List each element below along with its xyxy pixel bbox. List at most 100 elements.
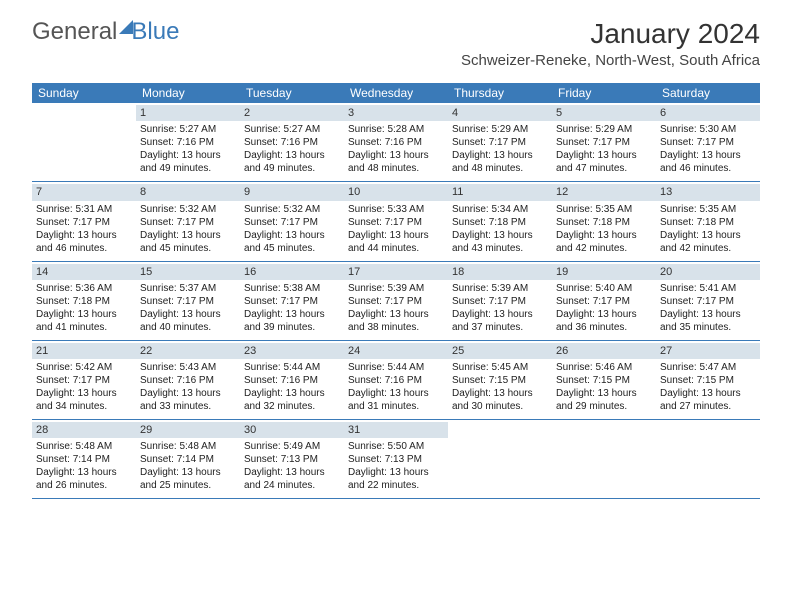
daylight-text: Daylight: 13 hours and 40 minutes. [140, 308, 236, 334]
sunset-text: Sunset: 7:13 PM [348, 453, 444, 466]
day-cell [32, 103, 136, 181]
sunset-text: Sunset: 7:17 PM [36, 374, 132, 387]
sunset-text: Sunset: 7:15 PM [556, 374, 652, 387]
daylight-text: Daylight: 13 hours and 48 minutes. [452, 149, 548, 175]
day-cell: 7Sunrise: 5:31 AMSunset: 7:17 PMDaylight… [32, 182, 136, 260]
sunset-text: Sunset: 7:17 PM [452, 136, 548, 149]
daylight-text: Daylight: 13 hours and 35 minutes. [660, 308, 756, 334]
daylight-text: Daylight: 13 hours and 24 minutes. [244, 466, 340, 492]
sunrise-text: Sunrise: 5:42 AM [36, 361, 132, 374]
date-number: 2 [240, 105, 344, 121]
daylight-text: Daylight: 13 hours and 26 minutes. [36, 466, 132, 492]
date-number: 11 [448, 184, 552, 200]
daylight-text: Daylight: 13 hours and 31 minutes. [348, 387, 444, 413]
sunrise-text: Sunrise: 5:36 AM [36, 282, 132, 295]
day-header-cell: Wednesday [344, 83, 448, 103]
sunset-text: Sunset: 7:14 PM [36, 453, 132, 466]
day-cell [656, 420, 760, 498]
sunrise-text: Sunrise: 5:32 AM [140, 203, 236, 216]
sunrise-text: Sunrise: 5:44 AM [244, 361, 340, 374]
day-cell: 5Sunrise: 5:29 AMSunset: 7:17 PMDaylight… [552, 103, 656, 181]
logo-text-general: General [32, 18, 117, 46]
daylight-text: Daylight: 13 hours and 38 minutes. [348, 308, 444, 334]
day-header-cell: Thursday [448, 83, 552, 103]
day-cell: 20Sunrise: 5:41 AMSunset: 7:17 PMDayligh… [656, 262, 760, 340]
day-header-cell: Sunday [32, 83, 136, 103]
date-number: 21 [32, 343, 136, 359]
sunset-text: Sunset: 7:17 PM [452, 295, 548, 308]
date-number: 17 [344, 264, 448, 280]
sunset-text: Sunset: 7:17 PM [556, 136, 652, 149]
sunset-text: Sunset: 7:14 PM [140, 453, 236, 466]
sunset-text: Sunset: 7:17 PM [36, 216, 132, 229]
date-number: 31 [344, 422, 448, 438]
sunrise-text: Sunrise: 5:35 AM [556, 203, 652, 216]
date-number: 3 [344, 105, 448, 121]
date-number: 22 [136, 343, 240, 359]
day-cell [552, 420, 656, 498]
sunrise-text: Sunrise: 5:37 AM [140, 282, 236, 295]
sunrise-text: Sunrise: 5:40 AM [556, 282, 652, 295]
date-number: 5 [552, 105, 656, 121]
sunrise-text: Sunrise: 5:29 AM [452, 123, 548, 136]
day-cell: 9Sunrise: 5:32 AMSunset: 7:17 PMDaylight… [240, 182, 344, 260]
date-number: 1 [136, 105, 240, 121]
daylight-text: Daylight: 13 hours and 49 minutes. [140, 149, 236, 175]
month-title: January 2024 [461, 18, 760, 50]
daylight-text: Daylight: 13 hours and 48 minutes. [348, 149, 444, 175]
day-cell [448, 420, 552, 498]
date-number: 4 [448, 105, 552, 121]
sunrise-text: Sunrise: 5:28 AM [348, 123, 444, 136]
daylight-text: Daylight: 13 hours and 41 minutes. [36, 308, 132, 334]
sunset-text: Sunset: 7:16 PM [348, 136, 444, 149]
daylight-text: Daylight: 13 hours and 25 minutes. [140, 466, 236, 492]
week-row: 7Sunrise: 5:31 AMSunset: 7:17 PMDaylight… [32, 182, 760, 261]
daylight-text: Daylight: 13 hours and 43 minutes. [452, 229, 548, 255]
title-block: January 2024 Schweizer-Reneke, North-Wes… [461, 18, 760, 69]
day-cell: 12Sunrise: 5:35 AMSunset: 7:18 PMDayligh… [552, 182, 656, 260]
day-cell: 3 Sunrise: 5:28 AMSunset: 7:16 PMDaylight… [344, 103, 448, 181]
daylight-text: Daylight: 13 hours and 49 minutes. [244, 149, 340, 175]
sunrise-text: Sunrise: 5:32 AM [244, 203, 340, 216]
daylight-text: Daylight: 13 hours and 27 minutes. [660, 387, 756, 413]
sunset-text: Sunset: 7:17 PM [660, 295, 756, 308]
date-number: 6 [656, 105, 760, 121]
sunrise-text: Sunrise: 5:35 AM [660, 203, 756, 216]
sunrise-text: Sunrise: 5:48 AM [36, 440, 132, 453]
sunset-text: Sunset: 7:17 PM [348, 295, 444, 308]
sunset-text: Sunset: 7:17 PM [556, 295, 652, 308]
day-cell: 30Sunrise: 5:49 AMSunset: 7:13 PMDayligh… [240, 420, 344, 498]
day-cell: 17Sunrise: 5:39 AMSunset: 7:17 PMDayligh… [344, 262, 448, 340]
weeks-container: 1Sunrise: 5:27 AMSunset: 7:16 PMDaylight… [32, 103, 760, 499]
sunrise-text: Sunrise: 5:47 AM [660, 361, 756, 374]
day-cell: 8Sunrise: 5:32 AMSunset: 7:17 PMDaylight… [136, 182, 240, 260]
day-header-row: SundayMondayTuesdayWednesdayThursdayFrid… [32, 83, 760, 103]
date-number: 29 [136, 422, 240, 438]
week-row: 1Sunrise: 5:27 AMSunset: 7:16 PMDaylight… [32, 103, 760, 182]
day-cell: 16Sunrise: 5:38 AMSunset: 7:17 PMDayligh… [240, 262, 344, 340]
sunset-text: Sunset: 7:17 PM [140, 216, 236, 229]
sunrise-text: Sunrise: 5:38 AM [244, 282, 340, 295]
sunrise-text: Sunrise: 5:45 AM [452, 361, 548, 374]
date-number: 30 [240, 422, 344, 438]
week-row: 21 Sunrise: 5:42 AMSunset: 7:17 PM Dayligh… [32, 341, 760, 420]
date-number: 9 [240, 184, 344, 200]
date-number: 20 [656, 264, 760, 280]
sunrise-text: Sunrise: 5:27 AM [244, 123, 340, 136]
daylight-text: Daylight: 13 hours and 33 minutes. [140, 387, 236, 413]
daylight-text: Daylight: 13 hours and 37 minutes. [452, 308, 548, 334]
location-subtitle: Schweizer-Reneke, North-West, South Afri… [461, 52, 760, 69]
date-number: 16 [240, 264, 344, 280]
day-cell: 31Sunrise: 5:50 AMSunset: 7:13 PMDayligh… [344, 420, 448, 498]
sunset-text: Sunset: 7:16 PM [244, 374, 340, 387]
sunset-text: Sunset: 7:15 PM [452, 374, 548, 387]
sunrise-text: Sunrise: 5:31 AM [36, 203, 132, 216]
date-number: 12 [552, 184, 656, 200]
sunset-text: Sunset: 7:16 PM [244, 136, 340, 149]
day-cell: 23Sunrise: 5:44 AMSunset: 7:16 PMDayligh… [240, 341, 344, 419]
logo: General Blue [32, 18, 179, 46]
day-header-cell: Friday [552, 83, 656, 103]
date-number: 24 [344, 343, 448, 359]
sunset-text: Sunset: 7:17 PM [244, 216, 340, 229]
day-cell: 28Sunrise: 5:48 AMSunset: 7:14 PMDayligh… [32, 420, 136, 498]
